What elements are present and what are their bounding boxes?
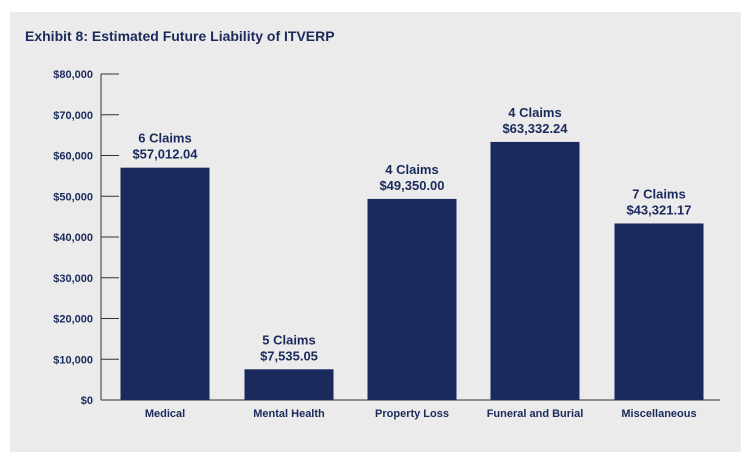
bar — [244, 369, 334, 400]
x-tick-label: Mental Health — [253, 408, 325, 420]
bar-value-label: $63,332.24 — [502, 121, 568, 136]
bar — [490, 141, 580, 400]
bar-value-label: $49,350.00 — [379, 178, 444, 193]
x-tick-label: Property Loss — [375, 408, 449, 420]
bar-claims-label: 4 Claims — [508, 105, 561, 120]
x-tick-label: Medical — [145, 408, 185, 420]
y-tick-label: $80,000 — [53, 69, 93, 81]
y-tick-label: $50,000 — [53, 191, 93, 203]
y-tick-label: $40,000 — [53, 232, 93, 244]
y-tick-label: $20,000 — [53, 314, 93, 326]
bar-claims-label: 6 Claims — [138, 131, 191, 146]
bar — [614, 223, 704, 400]
y-tick-label: $10,000 — [53, 354, 93, 366]
bar — [120, 167, 210, 400]
x-tick-label: Funeral and Burial — [487, 408, 584, 420]
y-tick-label: $60,000 — [53, 151, 93, 163]
x-tick-label: Miscellaneous — [621, 408, 696, 420]
y-tick-label: $0 — [81, 395, 93, 407]
bar-value-label: $7,535.05 — [260, 348, 318, 363]
bar-claims-label: 7 Claims — [632, 186, 685, 201]
bar-value-label: $43,321.17 — [626, 202, 691, 217]
bar — [367, 198, 457, 400]
y-tick-label: $30,000 — [53, 273, 93, 285]
bar-claims-label: 5 Claims — [262, 332, 315, 347]
bar-value-label: $57,012.04 — [132, 147, 198, 162]
bar-claims-label: 4 Claims — [385, 162, 438, 177]
y-tick-label: $70,000 — [53, 110, 93, 122]
chart-title: Exhibit 8: Estimated Future Liability of… — [25, 28, 335, 44]
